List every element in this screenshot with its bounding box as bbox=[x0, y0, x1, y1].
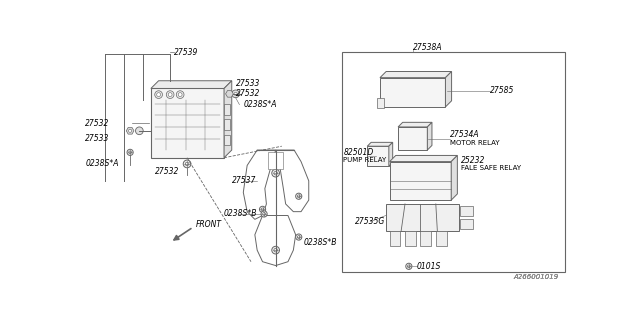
Polygon shape bbox=[428, 122, 432, 150]
Text: 82501D: 82501D bbox=[344, 148, 374, 157]
Circle shape bbox=[406, 263, 412, 269]
Polygon shape bbox=[151, 81, 232, 88]
Text: 27533: 27533 bbox=[86, 134, 110, 143]
Text: 0238S*B: 0238S*B bbox=[224, 210, 257, 219]
Polygon shape bbox=[367, 142, 393, 146]
Circle shape bbox=[166, 91, 174, 99]
Bar bbox=[268, 152, 284, 169]
Polygon shape bbox=[255, 215, 296, 266]
Circle shape bbox=[274, 172, 277, 175]
Text: 27537: 27537 bbox=[232, 176, 256, 185]
Polygon shape bbox=[390, 156, 458, 162]
Circle shape bbox=[272, 246, 280, 254]
Circle shape bbox=[261, 208, 264, 211]
Text: 0238S*A: 0238S*A bbox=[86, 159, 119, 168]
Circle shape bbox=[176, 91, 184, 99]
Bar bbox=[390, 231, 401, 246]
Circle shape bbox=[274, 248, 277, 252]
Polygon shape bbox=[389, 142, 393, 166]
Circle shape bbox=[234, 92, 237, 95]
Bar bbox=[342, 52, 565, 272]
Circle shape bbox=[408, 265, 410, 268]
Text: 27533: 27533 bbox=[236, 78, 260, 88]
Circle shape bbox=[262, 212, 266, 215]
Polygon shape bbox=[126, 127, 134, 134]
Text: PUMP RELAY: PUMP RELAY bbox=[344, 157, 387, 163]
Circle shape bbox=[272, 169, 280, 177]
Text: 0238S*B: 0238S*B bbox=[303, 238, 337, 247]
Text: 27532: 27532 bbox=[236, 89, 260, 98]
Bar bbox=[224, 119, 230, 130]
Circle shape bbox=[178, 93, 182, 97]
Circle shape bbox=[168, 93, 172, 97]
Bar bbox=[405, 231, 416, 246]
Bar bbox=[460, 219, 473, 228]
Circle shape bbox=[127, 149, 133, 156]
Text: 0238S*A: 0238S*A bbox=[243, 100, 277, 109]
Text: A266001019: A266001019 bbox=[514, 274, 559, 280]
Circle shape bbox=[183, 160, 191, 168]
Text: 27534A: 27534A bbox=[450, 130, 479, 139]
Bar bbox=[367, 146, 389, 166]
Text: 27532: 27532 bbox=[86, 119, 110, 128]
Bar bbox=[460, 206, 473, 215]
Bar bbox=[390, 162, 451, 200]
Circle shape bbox=[186, 162, 189, 166]
Text: FALE SAFE RELAY: FALE SAFE RELAY bbox=[461, 165, 522, 171]
Polygon shape bbox=[445, 71, 452, 107]
Circle shape bbox=[298, 236, 300, 238]
Text: MOTOR RELAY: MOTOR RELAY bbox=[450, 140, 499, 146]
Text: 27538A: 27538A bbox=[413, 43, 442, 52]
Polygon shape bbox=[243, 150, 276, 219]
Bar bbox=[224, 104, 230, 115]
Bar bbox=[420, 231, 431, 246]
Circle shape bbox=[129, 129, 132, 132]
Circle shape bbox=[296, 234, 302, 240]
Text: 25232: 25232 bbox=[461, 156, 486, 164]
Bar bbox=[376, 98, 384, 108]
Circle shape bbox=[157, 93, 161, 97]
Polygon shape bbox=[451, 156, 458, 200]
Bar bbox=[224, 135, 230, 145]
Text: 27532: 27532 bbox=[155, 167, 179, 176]
Polygon shape bbox=[224, 81, 232, 158]
Circle shape bbox=[155, 91, 163, 99]
Text: A266001019: A266001019 bbox=[514, 274, 559, 280]
Circle shape bbox=[296, 193, 302, 199]
Circle shape bbox=[129, 151, 131, 154]
Bar bbox=[151, 88, 224, 158]
Circle shape bbox=[259, 206, 266, 212]
Circle shape bbox=[136, 127, 143, 135]
Bar bbox=[436, 231, 447, 246]
Text: FRONT: FRONT bbox=[196, 220, 221, 229]
Polygon shape bbox=[225, 91, 234, 97]
Polygon shape bbox=[380, 71, 452, 78]
Polygon shape bbox=[276, 150, 308, 212]
Circle shape bbox=[232, 90, 239, 98]
Text: 27535G: 27535G bbox=[355, 217, 385, 226]
Text: 0101S: 0101S bbox=[417, 262, 441, 271]
Bar bbox=[380, 78, 445, 107]
Bar bbox=[398, 127, 428, 150]
Bar bbox=[386, 204, 459, 231]
Circle shape bbox=[298, 195, 300, 198]
Text: 27539: 27539 bbox=[174, 48, 198, 57]
Circle shape bbox=[261, 211, 267, 217]
Text: 27585: 27585 bbox=[490, 86, 514, 95]
Polygon shape bbox=[398, 122, 432, 127]
